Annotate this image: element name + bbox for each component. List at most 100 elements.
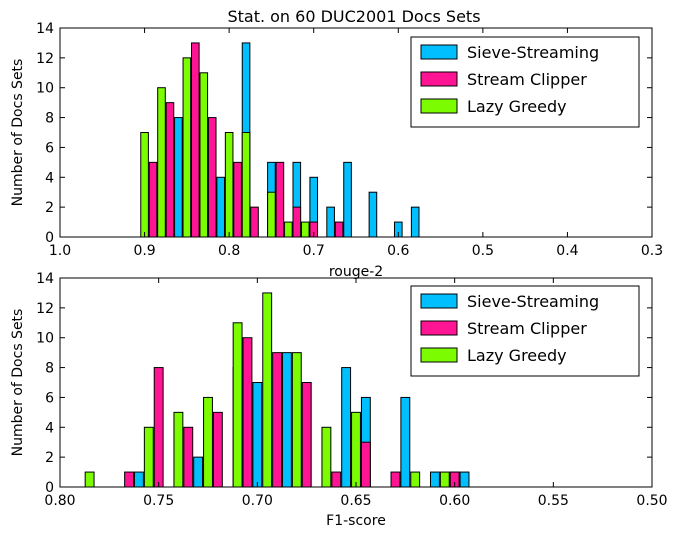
legend-swatch-stream-clipper: [420, 320, 458, 336]
x-tick-label: 0.70: [242, 493, 273, 509]
y-axis-title: Number of Docs Sets: [10, 309, 26, 457]
chart-title: Stat. on 60 DUC2001 Docs Sets: [227, 7, 480, 26]
bar-stream-clipper: [334, 221, 344, 238]
legend-label-lazy-greedy: Lazy Greedy: [467, 346, 567, 365]
y-tick-label: 0: [45, 480, 54, 496]
bar-lazy-greedy: [267, 191, 276, 238]
bar-sieve-streaming: [410, 206, 420, 238]
bar-lazy-greedy: [262, 292, 273, 488]
rouge-2-histogram: 1.0 0.9 0.8 0.7 0.6 0.5 0.4 0.3 0 2 4 6 8 10 12 14 rouge…: [10, 21, 663, 280]
x-tick-label: 0.80: [44, 493, 75, 509]
legend-swatch-lazy-greedy: [420, 98, 458, 114]
bar-sieve-streaming: [343, 161, 352, 238]
bar-stream-clipper: [183, 426, 194, 488]
bar-stream-clipper: [212, 411, 223, 488]
bar-stream-clipper: [360, 441, 371, 488]
bar-sieve-streaming: [341, 367, 352, 488]
x-tick-label: 0.55: [538, 493, 569, 509]
bar-sieve-streaming: [326, 206, 335, 238]
bar-stream-clipper: [301, 382, 312, 488]
bar-stream-clipper: [233, 161, 242, 238]
legend-swatch-sieve-streaming: [420, 293, 458, 309]
bar-lazy-greedy: [351, 411, 361, 488]
plot-frame: [59, 27, 653, 238]
legend-label-sieve-streaming: Sieve-Streaming: [467, 43, 599, 62]
bar-stream-clipper: [165, 102, 175, 238]
legend-label-stream-clipper: Stream Clipper: [467, 70, 587, 89]
f1-score-histogram: 0.80 0.75 0.70 0.65 0.60 0.55 0.50 0 2 4 6 8 10 12 14 F…: [10, 271, 668, 529]
bar-lazy-greedy: [439, 471, 450, 488]
bar-lazy-greedy: [321, 426, 332, 488]
bar-lazy-greedy: [143, 426, 154, 488]
x-tick-label: 0.8: [218, 243, 240, 259]
bar-lazy-greedy: [203, 396, 213, 488]
bar-stream-clipper: [153, 367, 164, 488]
bar-lazy-greedy: [157, 87, 166, 238]
y-tick-label: 6: [45, 390, 54, 406]
x-tick-label: 0.5: [472, 243, 494, 259]
bar-sieve-streaming: [133, 471, 144, 488]
bar-stream-clipper: [242, 337, 253, 488]
y-tick-label: 8: [45, 361, 54, 377]
bar-lazy-greedy: [291, 352, 302, 488]
y-tick-label: 14: [36, 271, 54, 287]
bar-lazy-greedy: [173, 411, 184, 488]
x-tick-label: 1.0: [49, 243, 71, 259]
bar-sieve-streaming: [368, 191, 378, 238]
x-tick-label: 0.50: [636, 493, 667, 509]
bar-stream-clipper: [331, 471, 342, 488]
bar-sieve-streaming: [400, 396, 411, 488]
bar-stream-clipper: [390, 471, 401, 488]
y-tick-label: 10: [36, 331, 54, 347]
bar-sieve-streaming: [252, 382, 263, 488]
y-tick-label: 10: [36, 81, 54, 97]
legend-label-stream-clipper: Stream Clipper: [467, 319, 587, 338]
bar-stream-clipper: [148, 161, 158, 238]
y-axis-title: Number of Docs Sets: [10, 59, 26, 207]
y-tick-label: 12: [36, 301, 54, 317]
legend-label-sieve-streaming: Sieve-Streaming: [467, 292, 599, 311]
bar-lazy-greedy: [284, 221, 293, 238]
x-tick-label: 0.6: [387, 243, 409, 259]
bar-sieve-streaming: [216, 176, 225, 238]
legend-label-lazy-greedy: Lazy Greedy: [467, 97, 567, 116]
legend: Sieve-Streaming Stream Clipper Lazy Greedy: [410, 36, 640, 128]
x-tick-label: 0.3: [641, 243, 663, 259]
y-tick-label: 2: [45, 200, 54, 216]
bar-stream-clipper: [272, 352, 283, 488]
bar-stream-clipper: [250, 206, 259, 238]
y-tick-label: 8: [45, 111, 54, 127]
x-tick-label: 0.75: [143, 493, 174, 509]
x-axis-title: F1-score: [326, 513, 386, 529]
bar-stream-clipper: [191, 42, 200, 238]
y-tick-label: 14: [36, 21, 54, 37]
y-tick-label: 6: [45, 140, 54, 156]
y-tick-label: 4: [45, 420, 54, 436]
x-tick-label: 0.60: [439, 493, 470, 509]
bar-stream-clipper: [207, 117, 217, 238]
bar-lazy-greedy: [140, 132, 149, 238]
bar-stream-clipper: [292, 206, 302, 238]
bar-lazy-greedy: [300, 221, 310, 238]
legend-swatch-stream-clipper: [420, 71, 458, 87]
x-tick-label: 0.65: [340, 493, 371, 509]
bar-lazy-greedy: [224, 132, 234, 238]
y-tick-label: 2: [45, 450, 54, 466]
y-tick-label: 12: [36, 51, 54, 67]
legend: Sieve-Streaming Stream Clipper Lazy Greedy: [410, 285, 640, 377]
bar-lazy-greedy: [84, 471, 95, 488]
x-tick-label: 0.7: [303, 243, 325, 259]
bar-sieve-streaming: [459, 471, 470, 488]
x-tick-label: 0.4: [556, 243, 578, 259]
legend-swatch-sieve-streaming: [420, 44, 458, 60]
y-tick-label: 0: [45, 230, 54, 246]
bar-lazy-greedy: [410, 471, 421, 488]
bar-lazy-greedy: [232, 322, 243, 488]
bar-lazy-greedy: [182, 57, 192, 238]
bar-stream-clipper: [124, 471, 135, 488]
bar-sieve-streaming: [429, 471, 440, 488]
bar-stream-clipper: [275, 161, 285, 238]
bar-lazy-greedy: [199, 72, 209, 238]
y-tick-label: 4: [45, 170, 54, 186]
